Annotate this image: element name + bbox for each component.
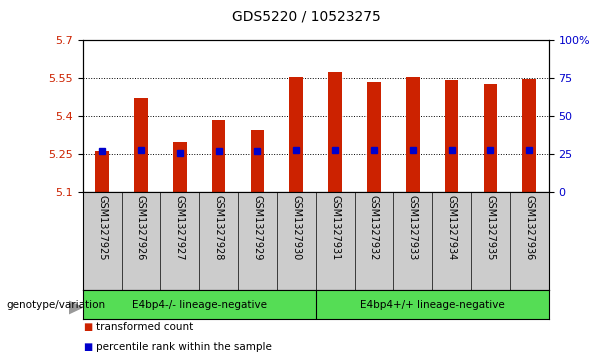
Bar	[251, 130, 264, 192]
Bar	[173, 142, 186, 192]
Text: E4bp4-/- lineage-negative: E4bp4-/- lineage-negative	[132, 300, 267, 310]
Text: GDS5220 / 10523275: GDS5220 / 10523275	[232, 9, 381, 23]
Text: GSM1327926: GSM1327926	[136, 195, 146, 261]
Bar	[406, 77, 419, 192]
Text: E4bp4+/+ lineage-negative: E4bp4+/+ lineage-negative	[360, 300, 504, 310]
Text: GSM1327933: GSM1327933	[408, 195, 417, 261]
Bar	[484, 85, 497, 192]
Bar	[96, 151, 109, 192]
Text: GSM1327936: GSM1327936	[524, 195, 534, 261]
Bar	[445, 80, 459, 192]
Text: GSM1327929: GSM1327929	[253, 195, 262, 261]
Bar	[522, 78, 536, 192]
Text: GSM1327930: GSM1327930	[291, 195, 301, 261]
Text: genotype/variation: genotype/variation	[6, 300, 105, 310]
Text: percentile rank within the sample: percentile rank within the sample	[96, 342, 272, 352]
Text: GSM1327931: GSM1327931	[330, 195, 340, 261]
Text: GSM1327932: GSM1327932	[369, 195, 379, 261]
Text: GSM1327928: GSM1327928	[214, 195, 224, 261]
Bar	[134, 98, 148, 192]
Text: GSM1327927: GSM1327927	[175, 195, 185, 261]
Text: GSM1327934: GSM1327934	[447, 195, 457, 261]
Text: GSM1327935: GSM1327935	[485, 195, 495, 261]
Text: ■: ■	[83, 342, 92, 352]
Bar	[367, 82, 381, 192]
Text: transformed count: transformed count	[96, 322, 194, 332]
Text: ■: ■	[83, 322, 92, 332]
Bar	[329, 72, 342, 192]
Bar	[289, 77, 303, 192]
Text: GSM1327925: GSM1327925	[97, 195, 107, 261]
Polygon shape	[69, 301, 82, 314]
Bar	[212, 120, 226, 192]
